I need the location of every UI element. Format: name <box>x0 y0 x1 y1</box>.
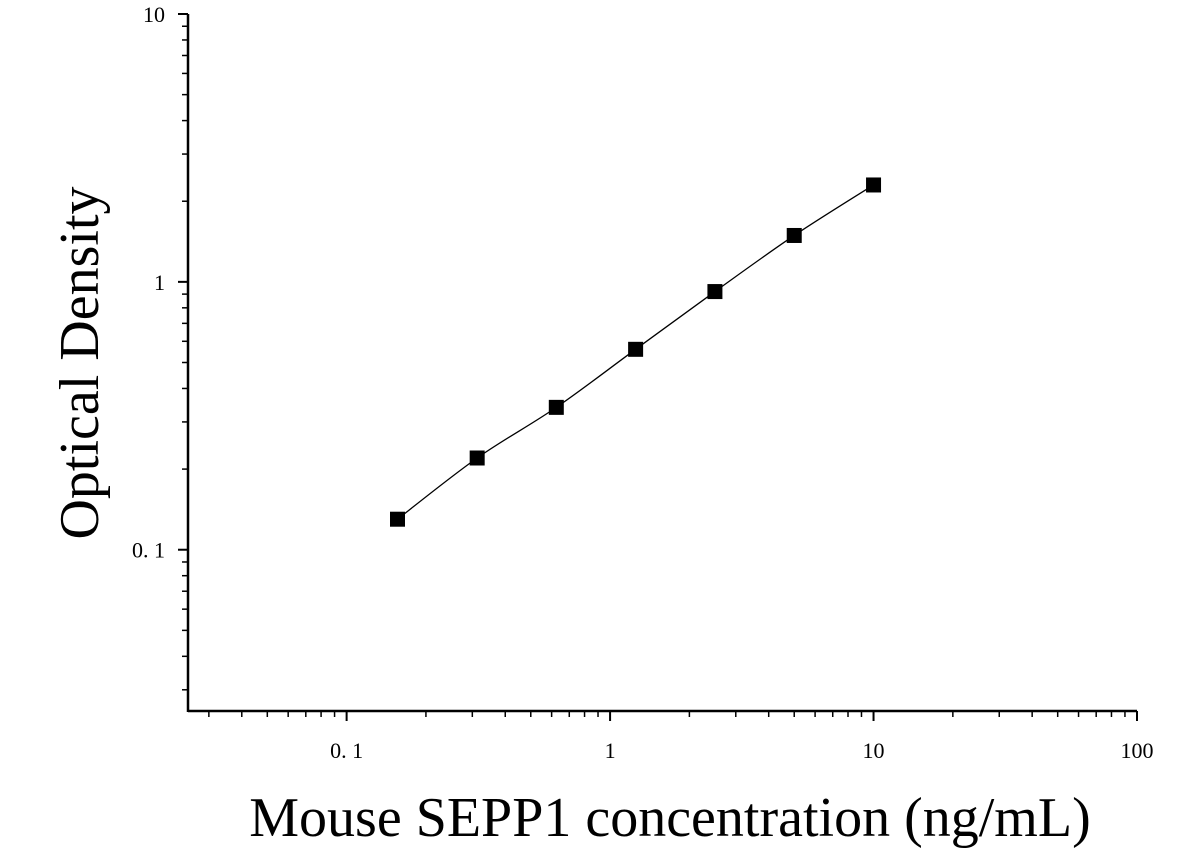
data-point <box>866 177 882 193</box>
data-point <box>707 284 723 300</box>
data-point <box>389 511 405 527</box>
y-axis-title: Optical Density <box>49 186 111 539</box>
y-tick-label: 10 <box>143 2 165 27</box>
points-layer <box>389 177 882 527</box>
ticks-layer <box>178 13 1138 721</box>
x-tick-label: 1 <box>605 738 616 763</box>
data-point <box>628 341 644 357</box>
y-tick-label: 1 <box>154 270 165 295</box>
data-point <box>469 450 485 466</box>
x-tick-label: 100 <box>1121 738 1154 763</box>
x-tick-label: 0. 1 <box>330 738 363 763</box>
axes-layer <box>186 14 1137 713</box>
tick-labels-layer: 0. 1 1 10 100 0. 1 1 10 <box>132 2 1154 763</box>
y-tick-label: 0. 1 <box>132 538 165 563</box>
data-point <box>548 399 564 415</box>
x-tick-label: 10 <box>863 738 885 763</box>
x-axis-title: Mouse SEPP1 concentration (ng/mL) <box>249 787 1090 849</box>
data-point <box>786 227 802 243</box>
